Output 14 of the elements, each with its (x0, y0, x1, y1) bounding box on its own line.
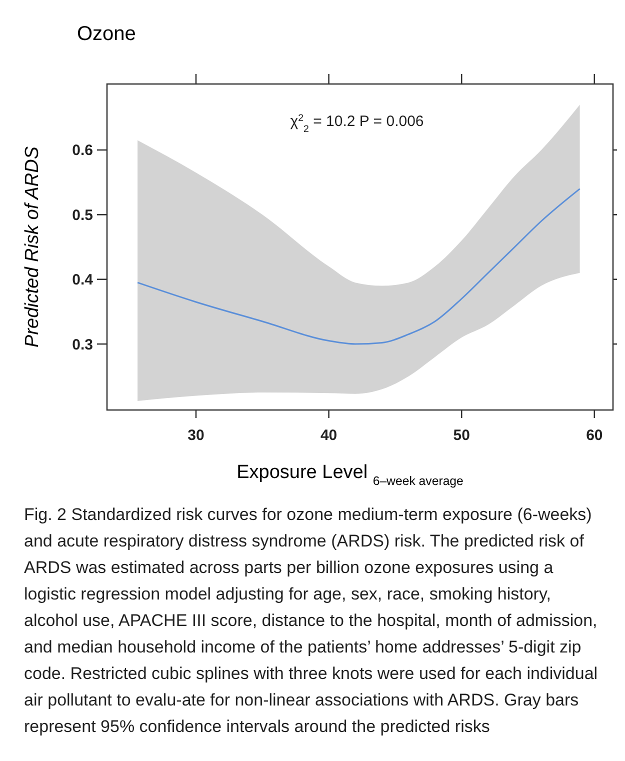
y-tick-label: 0.3 (72, 336, 93, 354)
y-axis-title: Predicted Risk of ARDS (22, 146, 43, 348)
y-tick-label: 0.6 (72, 142, 93, 160)
x-axis-title: Exposure Level $_{6–week average}$ (236, 462, 464, 488)
annotation: χ$^{2}$$_{2}$ = 10.2 P = 0.006 (290, 112, 424, 134)
y-tick-label: 0.4 (72, 272, 94, 289)
text: Fig. 2 Standardized risk curves for ozone medium-term exposure (6-weeks) and acute respiratory distress syndrome (ARDS) risk. The predicted risk of ARDS was estimated across parts per billion ozone exposures using a logistic regression model adjusting for age, sex, race, smoking history, alcohol use, APACHE III score, distance to the hospital, month of admission, and median household income of the patients’ home addresses’ 5-digit zip code. Restricted cubic splines with three knots were used for each individual air pollutant to evalu-ate for non-linear associations with ARDS. Gray bars represent 95% confidence intervals around the predicted risks (24, 505, 598, 736)
y-tick-label: 0.5 (72, 206, 93, 224)
x-tick-label: 40 (320, 427, 338, 444)
x-tick-label: 50 (453, 427, 470, 444)
chart-title: Ozone (77, 23, 136, 45)
x-tick-label: 60 (586, 427, 603, 444)
line-series (136, 188, 581, 345)
x-tick-label: 30 (188, 427, 204, 444)
